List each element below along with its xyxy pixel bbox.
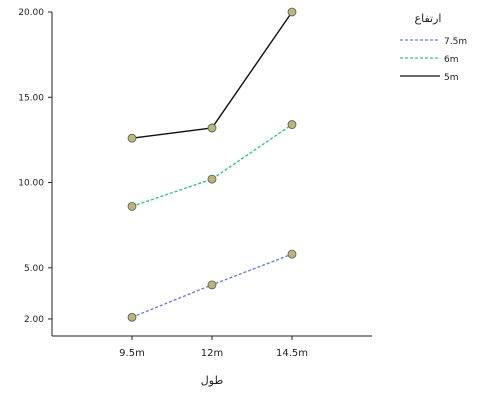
data-point [287, 120, 297, 129]
legend-label: 6m [444, 55, 459, 65]
data-point [287, 7, 297, 17]
y-tick-label: 2.00 [24, 315, 44, 325]
y-tick-label: 15.00 [18, 93, 44, 103]
data-point [207, 174, 217, 184]
data-point [207, 123, 217, 133]
legend-title: ارتفاع [415, 12, 442, 25]
data-point [207, 280, 217, 290]
data-point [127, 312, 137, 322]
series-line-1 [131, 123, 293, 208]
x-axis-label: طول [201, 374, 224, 387]
x-tick-label: 9.5m [119, 348, 145, 359]
series-line-2 [131, 11, 293, 139]
legend-label: 7.5m [444, 37, 467, 47]
data-point [287, 249, 297, 259]
y-tick-label: 10.00 [18, 179, 44, 189]
data-point [127, 201, 137, 211]
data-point [127, 133, 137, 143]
y-tick-label: 5.00 [24, 264, 44, 274]
x-tick-label: 12m [201, 348, 223, 359]
y-tick-label: 20.00 [18, 8, 44, 18]
x-tick-label: 14.5m [276, 348, 308, 359]
legend-label: 5m [444, 73, 459, 83]
